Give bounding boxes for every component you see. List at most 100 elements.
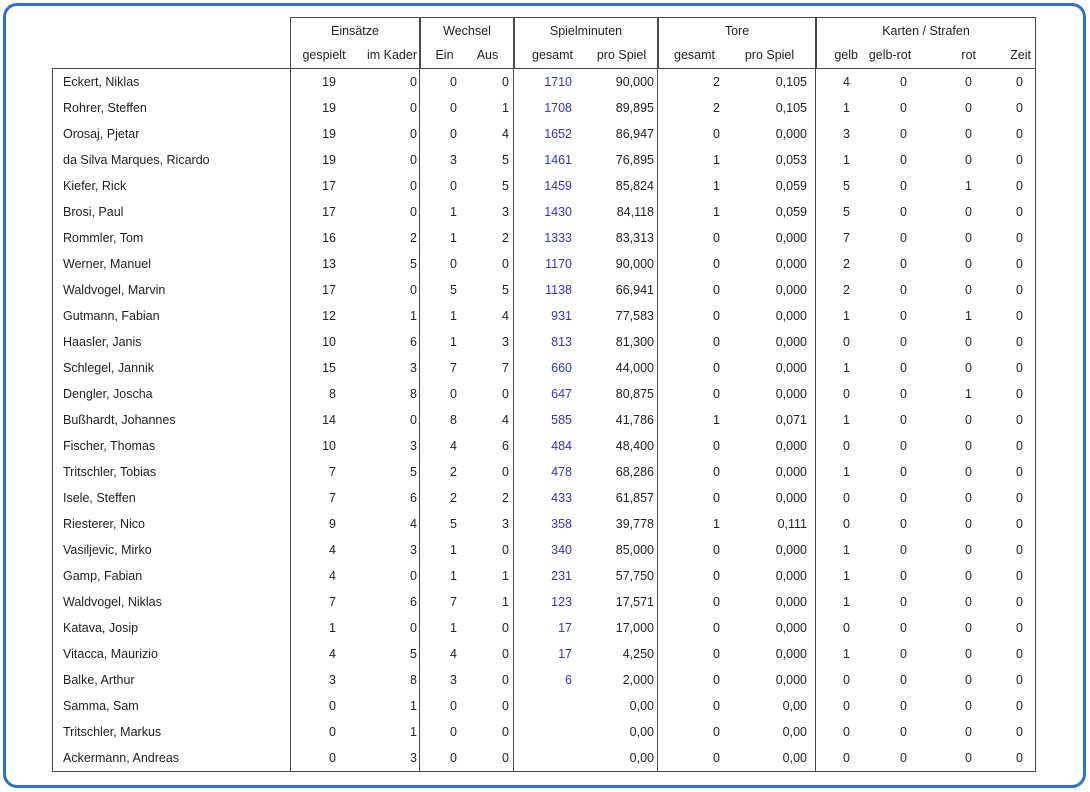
cell-im-kader: 3	[358, 355, 420, 381]
cell-gespielt: 8	[329, 387, 336, 401]
cell-aus: 0	[468, 537, 514, 563]
cell-minuten-gesamt: 1652	[544, 127, 572, 141]
player-name-cell: Tritschler, Tobias	[53, 459, 291, 485]
cell-gespielt: 17	[322, 179, 336, 193]
cell-zeit: 0	[1016, 517, 1023, 531]
cell-ein: 0	[450, 101, 457, 115]
cell-tore-gesamt: 1	[713, 205, 720, 219]
cell-tore-pro-spiel: 0,000	[730, 303, 816, 329]
cell-zeit: 0	[1016, 413, 1023, 427]
cell-aus: 1	[468, 563, 514, 589]
cell-tore-pro-spiel: 0,000	[730, 563, 816, 589]
cell-zeit: 0	[1016, 283, 1023, 297]
cell-aus: 4	[468, 303, 514, 329]
cell-tore-pro-spiel: 0,071	[730, 407, 816, 433]
player-name-cell: da Silva Marques, Ricardo	[53, 147, 291, 173]
cell-minuten-gesamt: 931	[551, 309, 572, 323]
cell-ein: 3	[450, 153, 457, 167]
cell-zeit: 0	[1016, 101, 1023, 115]
cell-tore-pro-spiel: 0,105	[730, 95, 816, 121]
cell-zeit: 0	[1016, 465, 1023, 479]
cell-minuten-pro-spiel: 57,750	[590, 563, 658, 589]
column-header-minuten-gesamt: gesamt	[532, 48, 573, 62]
cell-aus: 0	[468, 719, 514, 745]
cell-aus: 3	[468, 511, 514, 537]
cell-gespielt: 9	[329, 517, 336, 531]
cell-zeit: 0	[1016, 621, 1023, 635]
cell-ein: 2	[450, 465, 457, 479]
cell-tore-gesamt: 0	[713, 621, 720, 635]
cell-gelb-rot: 0	[900, 413, 907, 427]
cell-ein: 1	[450, 309, 457, 323]
cell-minuten-pro-spiel: 66,941	[590, 277, 658, 303]
cell-minuten-gesamt	[514, 719, 590, 745]
cell-minuten-pro-spiel: 85,000	[590, 537, 658, 563]
cell-aus: 0	[468, 381, 514, 407]
cell-tore-pro-spiel: 0,000	[730, 355, 816, 381]
cell-tore-gesamt: 1	[713, 517, 720, 531]
cell-ein: 0	[450, 257, 457, 271]
cell-gespielt: 19	[322, 101, 336, 115]
cell-im-kader: 6	[358, 485, 420, 511]
cell-gespielt: 7	[329, 491, 336, 505]
player-name-cell: Balke, Arthur	[53, 667, 291, 693]
cell-minuten-pro-spiel: 0,00	[590, 693, 658, 719]
player-name-cell: Dengler, Joscha	[53, 381, 291, 407]
cell-gelb: 2	[843, 283, 850, 297]
cell-gelb: 4	[843, 75, 850, 89]
table-row: Haasler, Janis 10 6 1 3 813 81,300 0 0,000 0 0 0 0	[53, 329, 1035, 355]
cell-gelb-rot: 0	[900, 231, 907, 245]
cell-gelb-rot: 0	[900, 75, 907, 89]
player-name-cell: Haasler, Janis	[53, 329, 291, 355]
cell-rot: 0	[965, 595, 972, 609]
cell-minuten-gesamt: 340	[551, 543, 572, 557]
cell-rot: 0	[965, 231, 972, 245]
cell-gelb: 1	[843, 465, 850, 479]
cell-minuten-gesamt: 813	[551, 335, 572, 349]
cell-gespielt: 12	[322, 309, 336, 323]
table-body: Eckert, Niklas 19 0 0 0 1710 90,000 2 0,105 4 0 0 0 R…	[52, 68, 1036, 772]
cell-zeit: 0	[1016, 257, 1023, 271]
cell-minuten-gesamt: 1138	[545, 283, 572, 297]
cell-zeit: 0	[1016, 231, 1023, 245]
table-row: Schlegel, Jannik 15 3 7 7 660 44,000 0 0,000 1 0 0 0	[53, 355, 1035, 381]
cell-minuten-pro-spiel: 86,947	[590, 121, 658, 147]
cell-gelb: 1	[843, 647, 850, 661]
player-name-cell: Orosaj, Pjetar	[53, 121, 291, 147]
cell-im-kader: 1	[358, 303, 420, 329]
header-group-tore: Tore gesamt pro Spiel	[658, 17, 816, 68]
cell-zeit: 0	[1016, 595, 1023, 609]
cell-gespielt: 17	[322, 283, 336, 297]
cell-minuten-pro-spiel: 83,313	[590, 225, 658, 251]
cell-minuten-gesamt: 358	[551, 517, 572, 531]
cell-gelb-rot: 0	[900, 543, 907, 557]
cell-tore-pro-spiel: 0,105	[730, 69, 816, 95]
cell-gespielt: 0	[329, 751, 336, 765]
cell-gelb-rot: 0	[900, 595, 907, 609]
table-row: Riesterer, Nico 9 4 5 3 358 39,778 1 0,111 0 0 0 0	[53, 511, 1035, 537]
cell-minuten-pro-spiel: 48,400	[590, 433, 658, 459]
cell-minuten-gesamt: 484	[551, 439, 572, 453]
header-group-einsaetze: Einsätze gespielt im Kader	[290, 17, 420, 68]
cell-minuten-gesamt: 1333	[544, 231, 572, 245]
cell-gelb: 5	[843, 205, 850, 219]
cell-minuten-pro-spiel: 17,000	[590, 615, 658, 641]
cell-minuten-gesamt: 17	[558, 621, 572, 635]
cell-minuten-pro-spiel: 17,571	[590, 589, 658, 615]
table-row: Rommler, Tom 16 2 1 2 1333 83,313 0 0,000 7 0 0 0	[53, 225, 1035, 251]
column-group-label: Karten / Strafen	[882, 24, 970, 38]
player-name-cell: Tritschler, Markus	[53, 719, 291, 745]
cell-minuten-pro-spiel: 68,286	[590, 459, 658, 485]
cell-rot: 0	[965, 101, 972, 115]
cell-gelb-rot: 0	[900, 699, 907, 713]
cell-minuten-gesamt: 6	[565, 673, 572, 687]
cell-minuten-pro-spiel: 90,000	[590, 69, 658, 95]
cell-gelb-rot: 0	[900, 465, 907, 479]
cell-rot: 0	[965, 127, 972, 141]
table-row: Ackermann, Andreas 0 3 0 0 0,00 0 0,00 0 0 0 0	[53, 745, 1035, 771]
player-name-cell: Waldvogel, Niklas	[53, 589, 291, 615]
header-group-spielminuten: Spielminuten gesamt pro Spiel	[514, 17, 658, 68]
cell-tore-gesamt: 0	[713, 465, 720, 479]
cell-rot: 0	[965, 283, 972, 297]
cell-gelb: 0	[843, 335, 850, 349]
